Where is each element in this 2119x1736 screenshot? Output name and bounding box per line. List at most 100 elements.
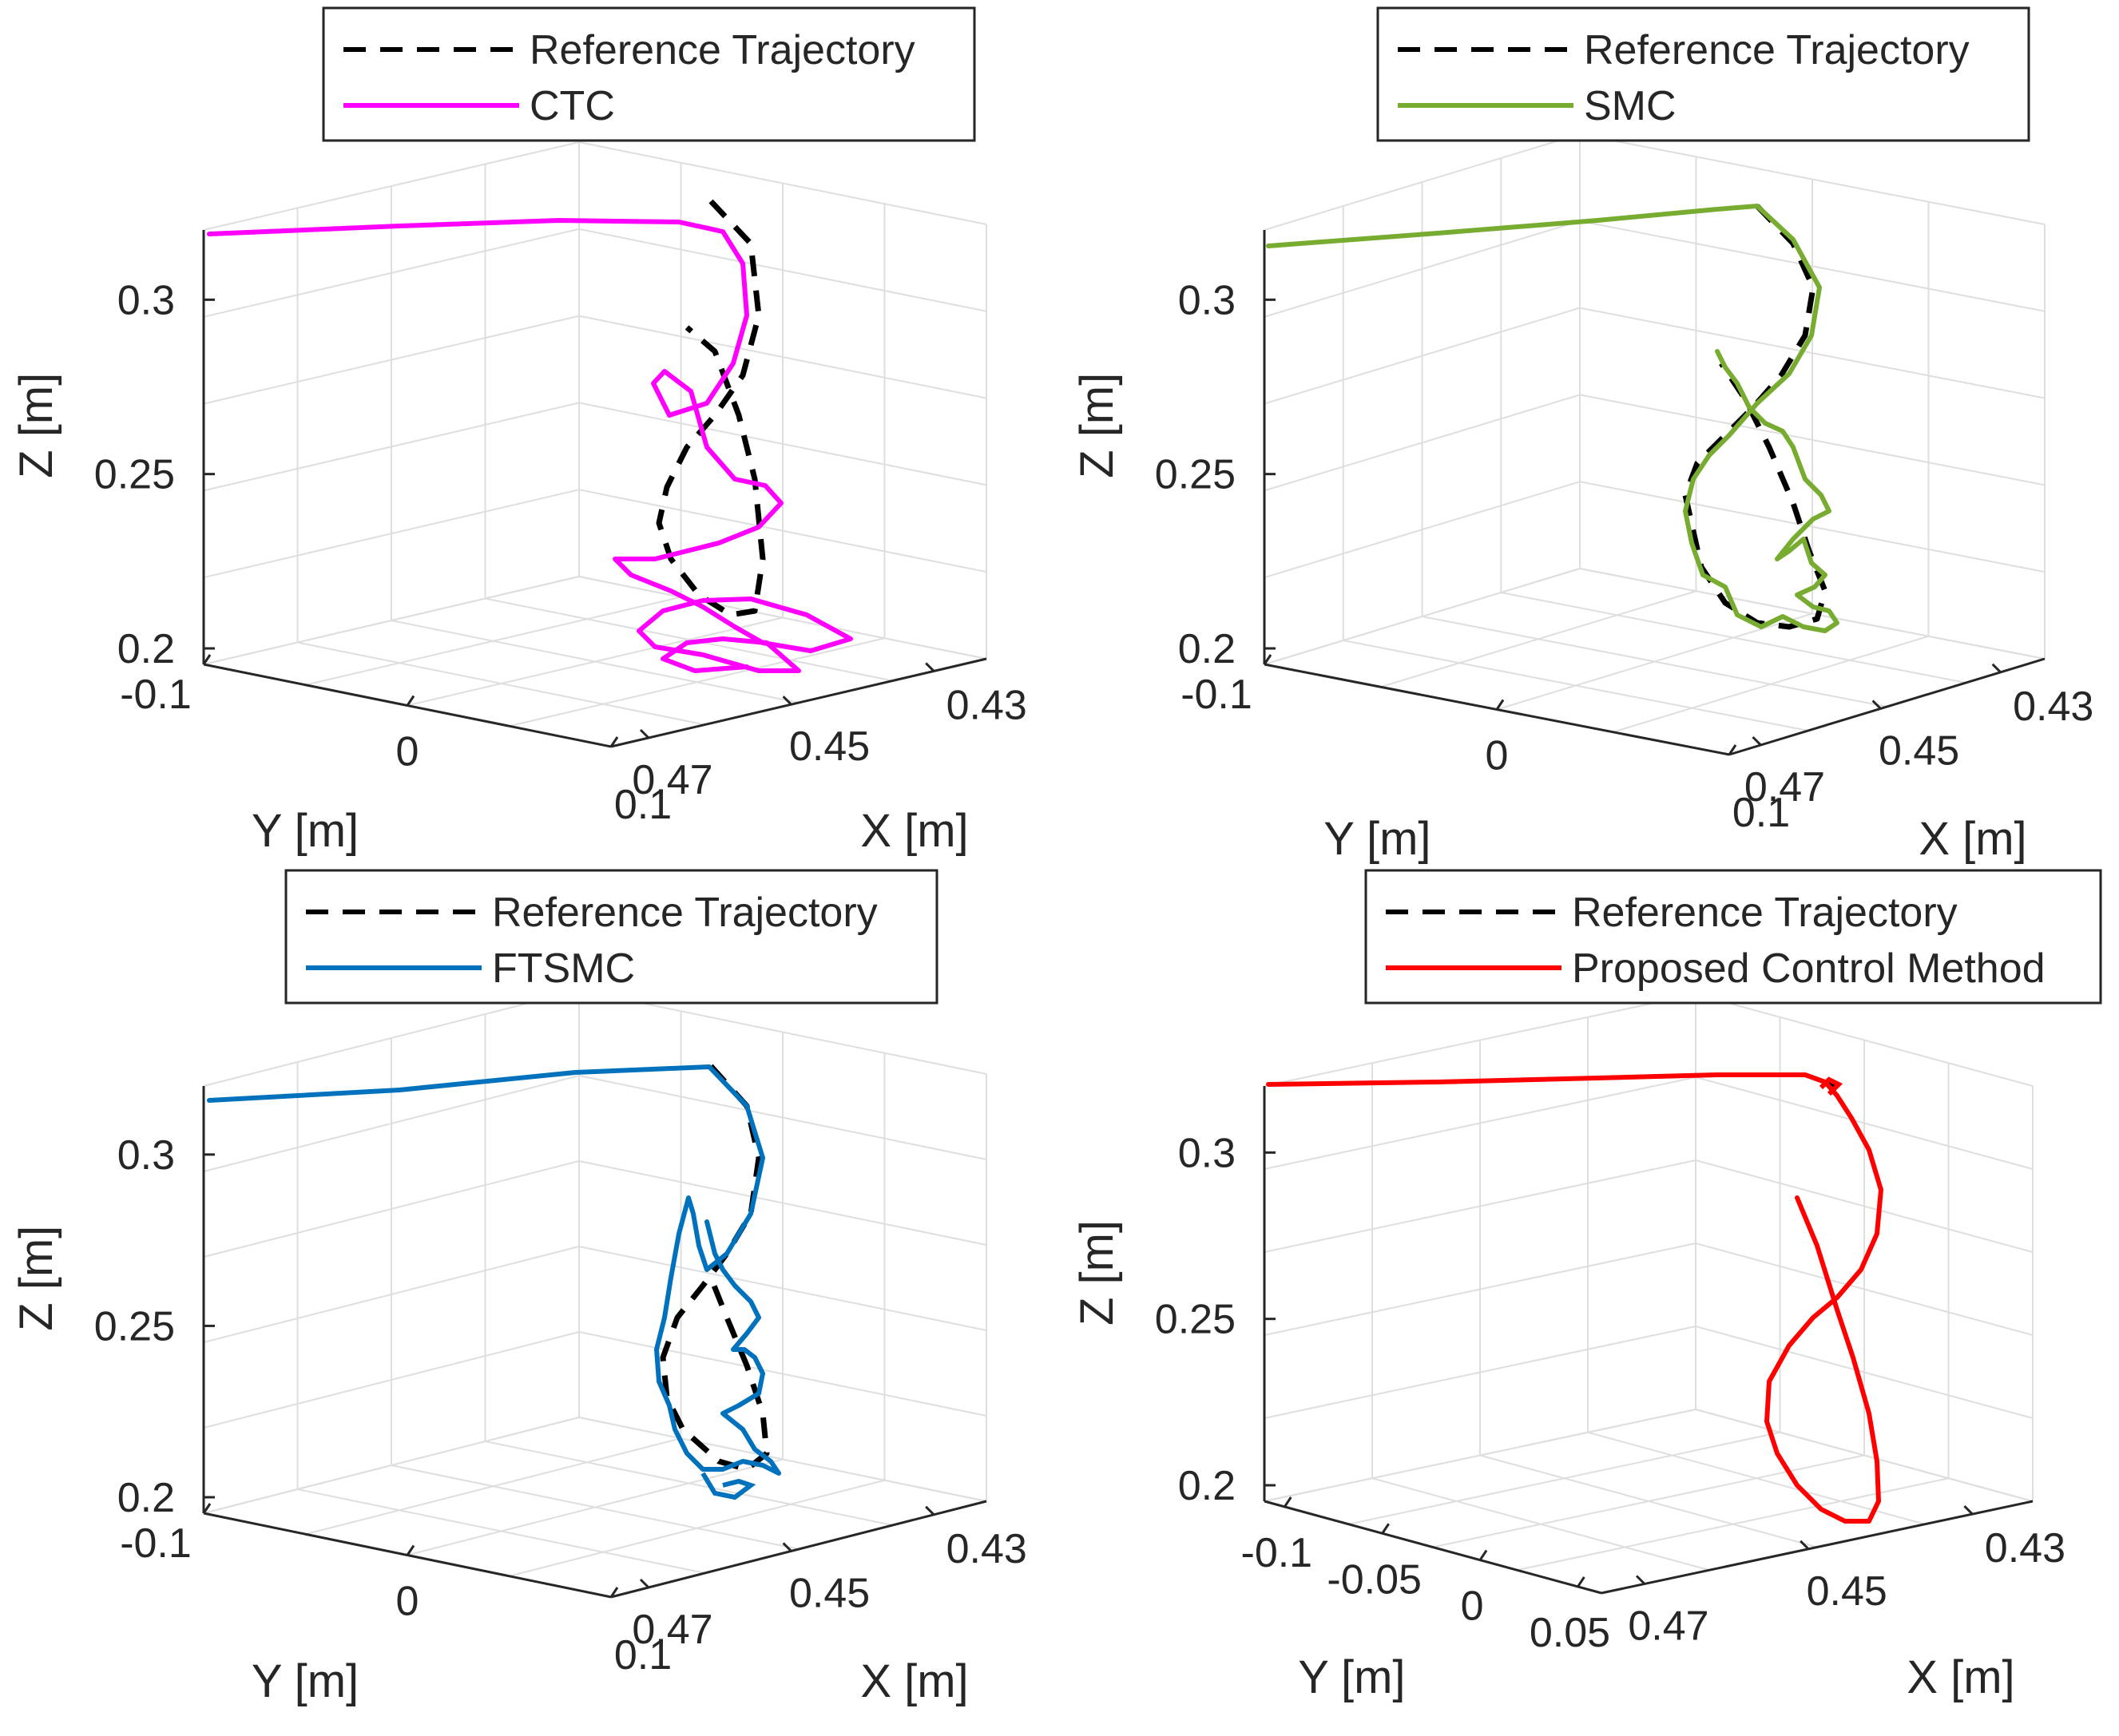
grid-line: [1501, 592, 1966, 684]
grid-line: [578, 1417, 987, 1502]
z-axis-label: Z [m]: [1071, 373, 1123, 478]
ctc-trajectory-line: [207, 218, 853, 673]
x-axis-line: [1728, 657, 2046, 756]
grid-line: [1613, 635, 1929, 733]
ftsmc-trajectory-segment: [700, 1472, 756, 1500]
y-tick: [1577, 1576, 1585, 1587]
x-tick-label: 0.45: [789, 1570, 870, 1616]
grid-line: [203, 1331, 580, 1429]
proposed-trajectory-line: [1266, 1072, 1883, 1524]
smc-trajectory-line: [1266, 204, 1839, 633]
proposed-trajectory-segment: [1819, 1076, 1843, 1096]
grid-line: [1264, 481, 1581, 579]
x-tick-label: 0.47: [1628, 1603, 1708, 1650]
legend: Reference Trajectory SMC: [1376, 6, 2030, 142]
x-tick: [1635, 1575, 1646, 1585]
subplot-smc: 0.2 0.25 0.3 -0.1 0 0.10.47 0.45 0.43 Y [m] X [m]…: [1071, 6, 2093, 865]
x-axis-line: [1601, 1500, 2034, 1595]
grid-line: [1264, 1159, 1696, 1253]
grid-line: [1579, 307, 2046, 399]
y-tick-label: -0.05: [1327, 1556, 1422, 1603]
x-tick: [925, 1505, 935, 1516]
grid-line: [1579, 220, 2046, 312]
y-tick-label: 0: [1461, 1583, 1484, 1630]
x-tick-label: 0.47: [1744, 764, 1825, 811]
grid-line: [203, 402, 580, 492]
z-tick-label: 0.3: [117, 1132, 175, 1179]
grid-line: [578, 1331, 987, 1417]
grid-line: [578, 141, 987, 225]
grid-line: [509, 1479, 885, 1577]
legend-box: [1364, 869, 2102, 1005]
y-tick-label: 0: [396, 729, 419, 775]
x-tick-label: 0.45: [789, 723, 870, 770]
legend-box: [322, 6, 976, 142]
y-tick-label: -0.1: [1181, 672, 1252, 718]
grid-line: [578, 315, 987, 399]
grid-line: [203, 228, 580, 318]
y-tick-label: 0: [396, 1579, 419, 1625]
grid-line: [1579, 481, 2046, 573]
x-tick: [1871, 700, 1882, 710]
y-tick: [1263, 654, 1272, 665]
grid-line: [203, 1417, 580, 1514]
grid-line: [578, 576, 987, 660]
x-axis-label: X [m]: [860, 805, 968, 857]
z-tick-label: 0.2: [1178, 626, 1236, 672]
z-tick-label: 0.3: [1178, 1130, 1236, 1176]
x-tick-label: 0.43: [946, 682, 1027, 728]
x-tick: [639, 728, 650, 739]
axes: 0.2 0.25 0.3 -0.1 0 0.10.47 0.45 0.43 Y [m] X [m]…: [1071, 230, 2093, 865]
z-axis-label: Z [m]: [1071, 1220, 1123, 1326]
x-tick: [639, 1578, 650, 1589]
grid-line: [1579, 394, 2046, 486]
z-tick-label: 0.25: [94, 452, 175, 498]
grid-line: [203, 989, 580, 1087]
y-axis-label: Y [m]: [252, 1655, 359, 1707]
y-tick: [1495, 699, 1505, 711]
legend: Reference Trajectory CTC: [322, 6, 976, 142]
grid-line: [509, 637, 885, 727]
legend: Reference Trajectory Proposed Control Met…: [1364, 869, 2102, 1005]
grid: [1264, 133, 2046, 755]
x-axis-label: X [m]: [860, 1655, 968, 1707]
x-tick-label: 0.45: [1807, 1568, 1887, 1615]
y-axis-label: Y [m]: [252, 805, 359, 857]
y-tick: [202, 1503, 212, 1514]
x-tick: [1800, 1540, 1810, 1550]
grid-line: [1587, 1431, 1926, 1525]
grid-line: [1264, 307, 1581, 405]
x-axis-label: X [m]: [1907, 1651, 2014, 1703]
legend-smc-label: SMC: [1584, 83, 1677, 129]
grid-line: [1264, 133, 1581, 231]
legend-box: [1376, 6, 2030, 142]
grid-line: [1695, 1326, 2034, 1419]
grid-line: [578, 489, 987, 573]
grid-line: [485, 597, 893, 682]
grid-line: [1264, 1409, 1696, 1502]
grid-line: [1695, 1409, 2034, 1502]
legend-reference-label: Reference Trajectory: [1584, 27, 1970, 73]
z-tick-label: 0.3: [117, 277, 175, 323]
grid-line: [407, 616, 784, 707]
y-tick: [202, 654, 212, 665]
y-tick: [609, 736, 619, 747]
grid-line: [1264, 568, 1581, 665]
z-tick-label: 0.25: [1155, 1297, 1236, 1343]
grid-line: [1432, 1454, 1865, 1548]
z-tick-label: 0.25: [94, 1303, 175, 1350]
x-tick-label: 0.47: [632, 757, 712, 803]
x-tick: [1963, 1505, 1974, 1516]
x-tick-label: 0.45: [1879, 727, 1959, 774]
y-tick-label: 0.1: [614, 1632, 672, 1679]
y-tick: [406, 695, 415, 707]
x-tick: [782, 1542, 792, 1552]
x-tick: [1752, 735, 1762, 747]
x-tick-label: 0.47: [632, 1607, 712, 1653]
grid-line: [1517, 1477, 1949, 1572]
grid-line: [203, 315, 580, 405]
y-tick-label: 0: [1486, 733, 1509, 779]
grid-line: [578, 402, 987, 486]
grid-line: [1695, 1159, 2034, 1253]
y-tick: [609, 1587, 619, 1598]
